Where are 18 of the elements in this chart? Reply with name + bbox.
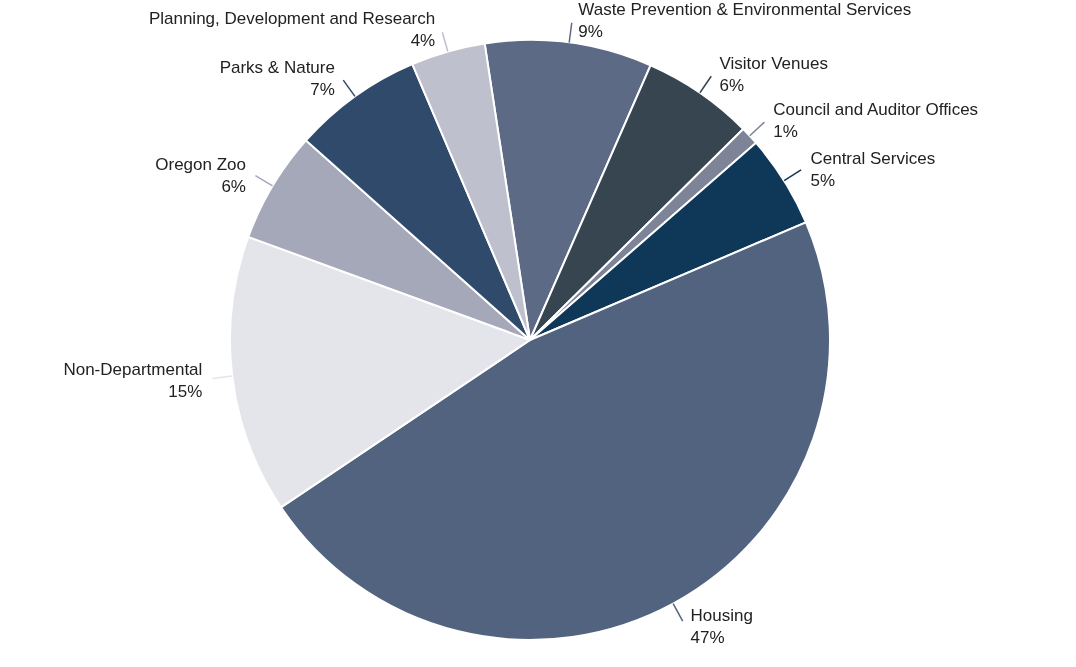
slice-label: Housing	[690, 605, 753, 625]
data-label: 6%	[719, 75, 745, 95]
slice-label: Non-Departmental	[63, 359, 203, 379]
data-label: 9%	[578, 21, 603, 41]
slice-label: Council and Auditor Offices	[773, 100, 979, 120]
slice-label: Waste Prevention & Environmental Services	[578, 0, 912, 19]
slice-label: Oregon Zoo	[155, 154, 246, 174]
data-label: 6%	[221, 176, 246, 196]
slice-label: Planning, Development and Research	[148, 9, 436, 29]
data-label: 7%	[310, 79, 335, 99]
slice-label: Central Services	[810, 148, 936, 168]
slice-label: Parks & Nature	[219, 57, 335, 77]
data-label: 1%	[773, 122, 798, 142]
data-label: 5%	[810, 170, 836, 190]
data-label: 15%	[168, 381, 203, 401]
slice-label: Visitor Venues	[719, 53, 828, 73]
data-label: 4%	[410, 31, 436, 51]
data-label: 47%	[690, 627, 725, 647]
